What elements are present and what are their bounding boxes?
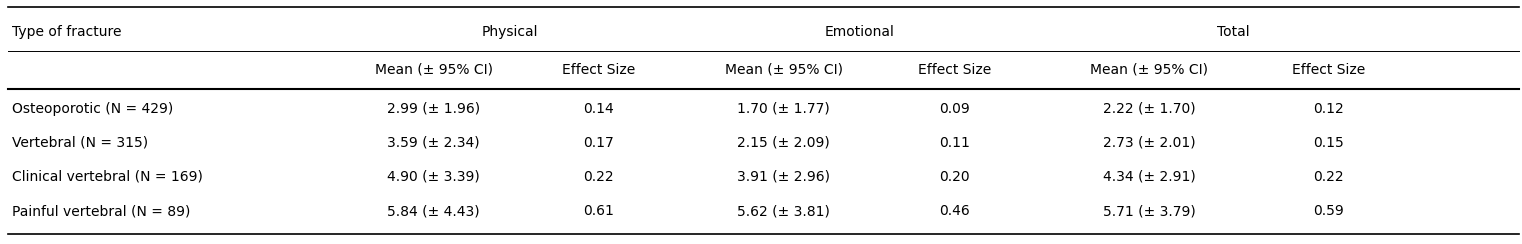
Text: Effect Size: Effect Size bbox=[918, 62, 991, 77]
Text: Type of fracture: Type of fracture bbox=[12, 25, 122, 39]
Text: Vertebral (N = 315): Vertebral (N = 315) bbox=[12, 136, 148, 150]
Text: 0.59: 0.59 bbox=[1313, 204, 1344, 218]
Text: 0.14: 0.14 bbox=[583, 102, 613, 116]
Text: 0.15: 0.15 bbox=[1313, 136, 1344, 150]
Text: 2.22 (± 1.70): 2.22 (± 1.70) bbox=[1103, 102, 1195, 116]
Text: 0.61: 0.61 bbox=[583, 204, 613, 218]
Text: Clinical vertebral (N = 169): Clinical vertebral (N = 169) bbox=[12, 170, 202, 184]
Text: 1.70 (± 1.77): 1.70 (± 1.77) bbox=[738, 102, 829, 116]
Text: Mean (± 95% CI): Mean (± 95% CI) bbox=[724, 62, 843, 77]
Text: Effect Size: Effect Size bbox=[1292, 62, 1365, 77]
Text: Mean (± 95% CI): Mean (± 95% CI) bbox=[374, 62, 493, 77]
Text: 3.91 (± 2.96): 3.91 (± 2.96) bbox=[737, 170, 831, 184]
Text: 0.20: 0.20 bbox=[939, 170, 970, 184]
Text: Painful vertebral (N = 89): Painful vertebral (N = 89) bbox=[12, 204, 190, 218]
Text: 3.59 (± 2.34): 3.59 (± 2.34) bbox=[388, 136, 479, 150]
Text: Mean (± 95% CI): Mean (± 95% CI) bbox=[1090, 62, 1208, 77]
Text: 0.22: 0.22 bbox=[583, 170, 613, 184]
Text: 0.22: 0.22 bbox=[1313, 170, 1344, 184]
Text: 4.90 (± 3.39): 4.90 (± 3.39) bbox=[388, 170, 479, 184]
Text: 2.15 (± 2.09): 2.15 (± 2.09) bbox=[738, 136, 829, 150]
Text: Physical: Physical bbox=[481, 25, 539, 39]
Text: 4.34 (± 2.91): 4.34 (± 2.91) bbox=[1103, 170, 1195, 184]
Text: 2.99 (± 1.96): 2.99 (± 1.96) bbox=[387, 102, 481, 116]
Text: Effect Size: Effect Size bbox=[562, 62, 635, 77]
Text: Emotional: Emotional bbox=[825, 25, 895, 39]
Text: 0.17: 0.17 bbox=[583, 136, 613, 150]
Text: 2.73 (± 2.01): 2.73 (± 2.01) bbox=[1103, 136, 1195, 150]
Text: 0.11: 0.11 bbox=[939, 136, 970, 150]
Text: 5.71 (± 3.79): 5.71 (± 3.79) bbox=[1103, 204, 1195, 218]
Text: 0.12: 0.12 bbox=[1313, 102, 1344, 116]
Text: Osteoporotic (N = 429): Osteoporotic (N = 429) bbox=[12, 102, 174, 116]
Text: 0.46: 0.46 bbox=[939, 204, 970, 218]
Text: Total: Total bbox=[1216, 25, 1250, 39]
Text: 5.84 (± 4.43): 5.84 (± 4.43) bbox=[388, 204, 479, 218]
Text: 0.09: 0.09 bbox=[939, 102, 970, 116]
Text: 5.62 (± 3.81): 5.62 (± 3.81) bbox=[737, 204, 831, 218]
